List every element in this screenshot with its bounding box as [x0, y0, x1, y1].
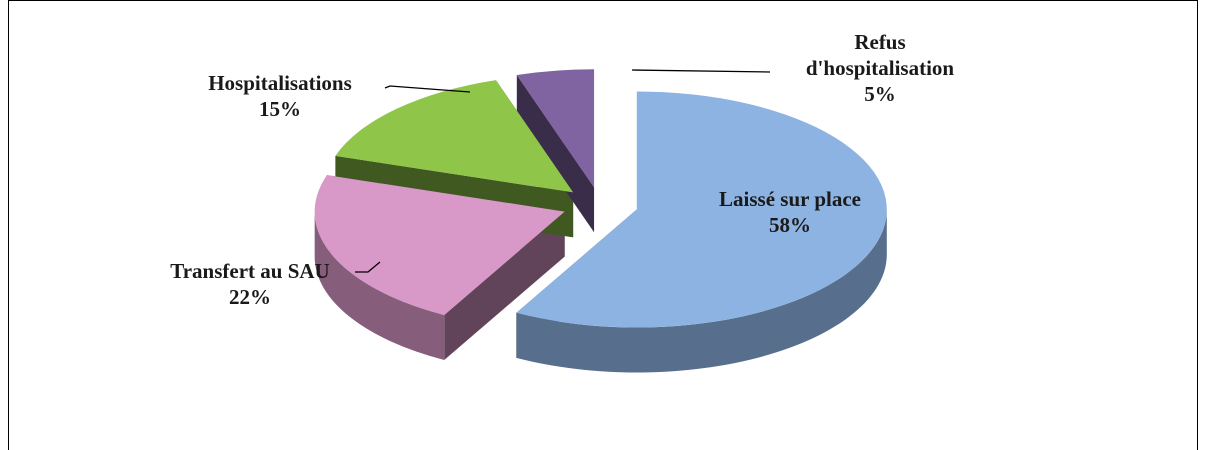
value-label: 5%	[864, 82, 896, 106]
slice-wall	[314, 211, 445, 361]
pie	[314, 69, 887, 373]
slice-label: Refus d'hospitalisation 5%	[805, 29, 955, 107]
category-name: Laissé sur place	[719, 187, 861, 211]
value-label: 58%	[769, 213, 811, 237]
category-name: Hospitalisations	[208, 71, 352, 95]
category-name: Transfert au SAU	[170, 259, 330, 283]
slice-side	[516, 75, 595, 233]
slice	[516, 91, 887, 328]
slice-wall	[516, 209, 887, 373]
slice-label: Hospitalisations 15%	[160, 70, 400, 122]
frame	[8, 0, 1198, 450]
category-name: Refus d'hospitalisation	[805, 30, 955, 80]
leader-line	[384, 85, 471, 93]
value-label: 22%	[229, 285, 271, 309]
leader-line	[631, 69, 771, 73]
slice	[335, 80, 574, 193]
leader-line	[355, 261, 381, 273]
slice	[314, 175, 565, 316]
value-label: 15%	[259, 97, 301, 121]
slice	[516, 69, 595, 188]
slice-label: Laissé sur place 58%	[670, 186, 910, 238]
slice-label: Transfert au SAU 22%	[120, 258, 380, 310]
